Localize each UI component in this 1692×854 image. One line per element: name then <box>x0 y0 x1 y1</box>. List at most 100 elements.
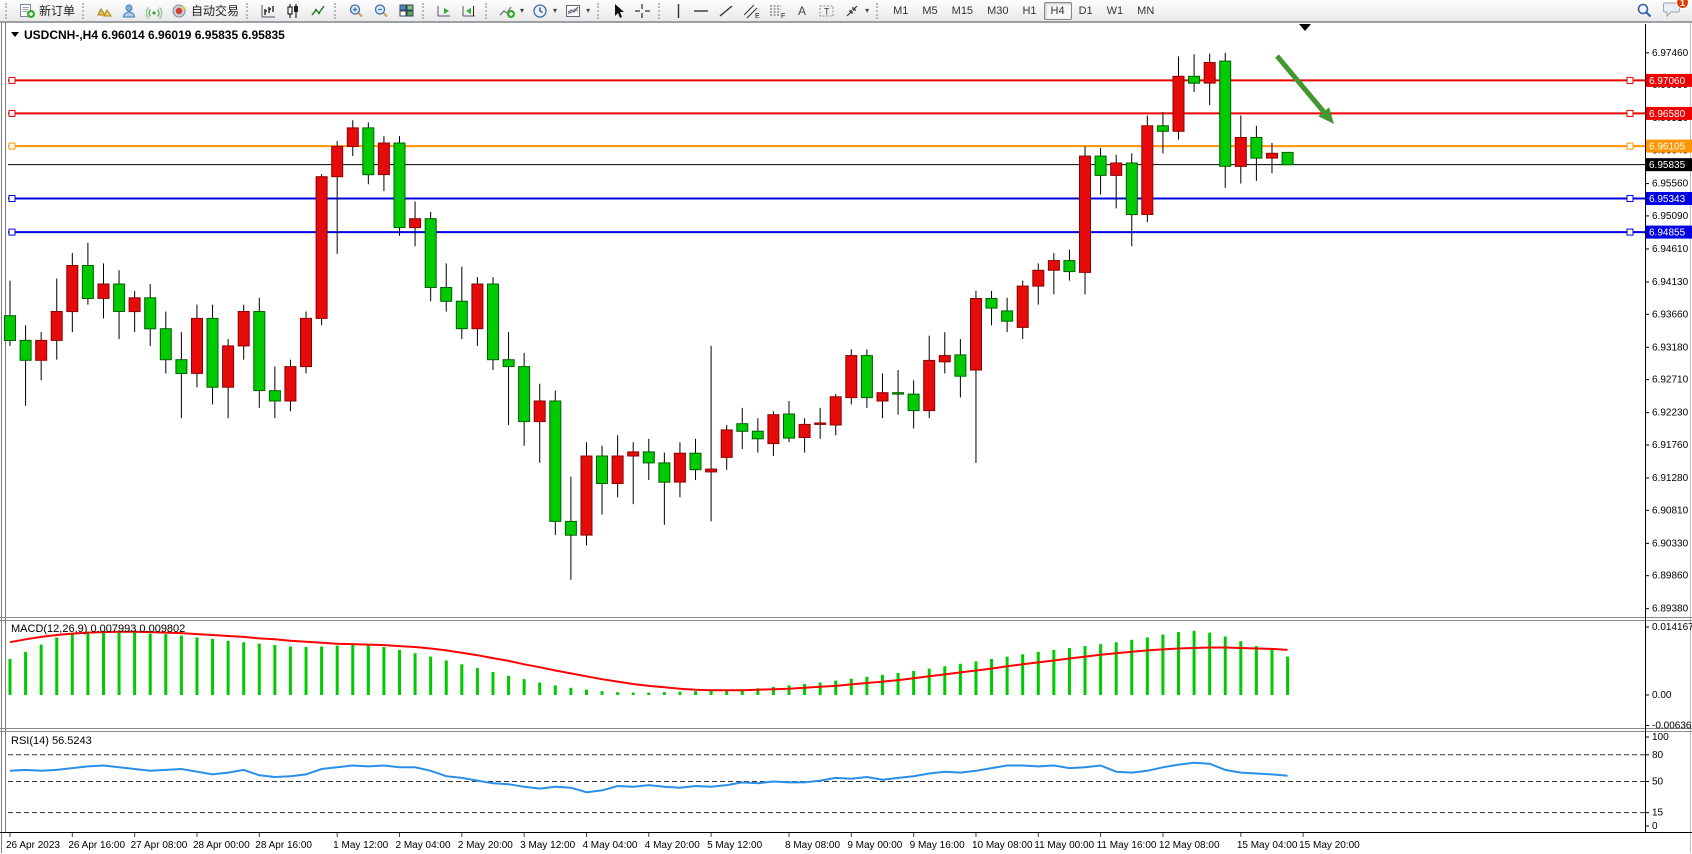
candle <box>409 218 422 229</box>
toolbar-grip[interactable] <box>485 2 492 19</box>
horizontal-line-button[interactable] <box>689 1 714 21</box>
svg-text:4 May 04:00: 4 May 04:00 <box>582 840 637 851</box>
text-button[interactable]: A <box>791 1 814 21</box>
bar-chart-icon <box>260 3 277 19</box>
candle <box>19 339 32 361</box>
candle <box>50 311 63 341</box>
tab-period-h1[interactable]: H1 <box>1015 2 1043 20</box>
symbol-dropdown-icon[interactable] <box>11 32 19 37</box>
chart-shift-button[interactable] <box>457 1 482 21</box>
last-bar-marker-icon <box>1299 24 1311 31</box>
toolbar-grip[interactable] <box>334 2 341 19</box>
candle <box>627 451 640 457</box>
search-button[interactable] <box>1631 1 1657 21</box>
line-handle[interactable] <box>1626 76 1634 84</box>
candle <box>237 311 250 347</box>
line-handle[interactable] <box>8 109 16 117</box>
candle <box>346 127 359 148</box>
candle <box>424 218 437 288</box>
candle <box>4 315 16 342</box>
trendline-button[interactable] <box>714 1 739 21</box>
candle <box>642 451 655 464</box>
svg-text:27 Apr 08:00: 27 Apr 08:00 <box>131 840 188 851</box>
rsi-line <box>9 761 1288 794</box>
bar-chart-button[interactable] <box>256 1 281 21</box>
periods-button[interactable]: ▾ <box>528 1 561 21</box>
svg-text:A: A <box>798 4 806 18</box>
tab-period-m30[interactable]: M30 <box>980 2 1015 20</box>
line-handle[interactable] <box>1626 142 1634 150</box>
toolbar-grip[interactable] <box>5 2 12 19</box>
toolbar-grip[interactable] <box>246 2 253 19</box>
notifications-button[interactable]: 1 <box>1663 0 1689 22</box>
line-chart-button[interactable] <box>306 1 331 21</box>
channel-button[interactable]: E <box>739 1 765 21</box>
auto-trading-button[interactable]: 自动交易 <box>167 1 243 21</box>
line-handle[interactable] <box>8 76 16 84</box>
line-handle[interactable] <box>8 142 16 150</box>
svg-text:6.91760: 6.91760 <box>1652 440 1689 451</box>
candle <box>253 311 266 392</box>
price-line-badge <box>1646 106 1692 120</box>
arrows-tool-button[interactable]: ▾ <box>840 1 873 21</box>
community-button[interactable] <box>117 1 142 21</box>
svg-text:15: 15 <box>1652 808 1664 819</box>
candle <box>533 400 546 423</box>
zoom-out-button[interactable] <box>369 1 394 21</box>
tab-period-mn[interactable]: MN <box>1130 2 1161 20</box>
arrows-icon <box>844 3 861 19</box>
svg-text:11 May 16:00: 11 May 16:00 <box>1097 840 1157 851</box>
svg-text:80: 80 <box>1652 750 1664 761</box>
line-handle[interactable] <box>8 195 16 203</box>
candle <box>377 142 390 176</box>
cursor-button[interactable] <box>607 1 630 21</box>
toolbar-grip[interactable] <box>82 2 89 19</box>
line-handle[interactable] <box>8 228 16 236</box>
candle <box>35 339 48 361</box>
toolbar-grip[interactable] <box>658 2 665 19</box>
auto-scroll-button[interactable] <box>432 1 457 21</box>
tab-period-m1[interactable]: M1 <box>886 2 915 20</box>
indicators-button[interactable]: ▾ <box>495 1 528 21</box>
tab-period-m15[interactable]: M15 <box>945 2 980 20</box>
time-axis[interactable]: 26 Apr 2023 26 Apr 16:00 27 Apr 08:00 28 Ap… <box>6 833 1360 851</box>
trend-arrow[interactable] <box>1275 54 1326 114</box>
candle <box>860 355 873 399</box>
line-handle[interactable] <box>1626 228 1634 236</box>
tab-period-m5[interactable]: M5 <box>915 2 944 20</box>
fibonacci-button[interactable]: F <box>765 1 791 21</box>
cursor-icon <box>611 3 626 19</box>
tile-windows-button[interactable] <box>394 1 419 21</box>
trend-arrow-head[interactable] <box>1318 107 1334 124</box>
vertical-line-button[interactable] <box>668 1 689 21</box>
toolbar-grip[interactable] <box>422 2 429 19</box>
candle <box>66 265 79 313</box>
candle <box>1047 260 1060 271</box>
candlestick-button[interactable] <box>281 1 306 21</box>
toolbar-grip[interactable] <box>597 2 604 19</box>
signals-button[interactable] <box>142 1 167 21</box>
tab-period-d1[interactable]: D1 <box>1072 2 1100 20</box>
tab-period-w1[interactable]: W1 <box>1100 2 1131 20</box>
svg-text:6.94130: 6.94130 <box>1652 277 1689 288</box>
market-button[interactable] <box>92 1 117 21</box>
channel-icon: E <box>743 3 761 19</box>
candle <box>471 283 484 330</box>
tab-period-h4[interactable]: H4 <box>1043 1 1072 20</box>
candle <box>1156 125 1169 132</box>
macd-label: MACD(12,26,9) 0.007993 0.009802 <box>11 623 185 635</box>
auto-trading-label: 自动交易 <box>191 4 240 18</box>
text-label-button[interactable]: T <box>814 1 840 21</box>
svg-text:2 May 04:00: 2 May 04:00 <box>396 840 451 851</box>
crosshair-button[interactable] <box>630 1 655 21</box>
templates-button[interactable]: ▾ <box>561 1 594 21</box>
candle <box>767 414 780 445</box>
line-handle[interactable] <box>1626 195 1634 203</box>
toolbar-grip[interactable] <box>876 2 883 19</box>
zoom-in-button[interactable] <box>344 1 369 21</box>
line-handle[interactable] <box>1626 109 1634 117</box>
candle <box>783 413 795 439</box>
new-order-button[interactable]: 新订单 <box>15 1 79 21</box>
